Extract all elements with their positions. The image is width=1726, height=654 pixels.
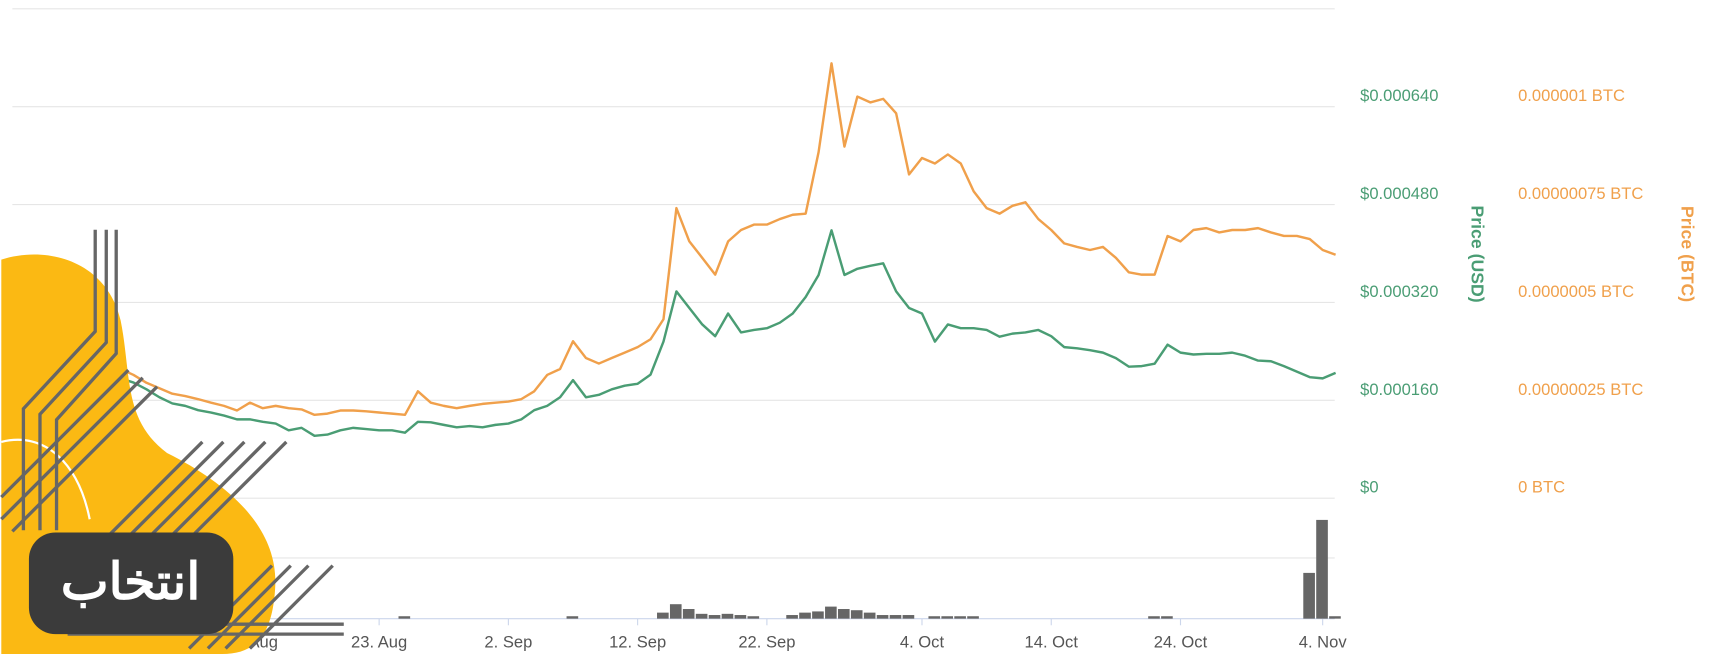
volume-bar xyxy=(695,613,708,619)
volume-bar xyxy=(825,606,837,619)
x-tick-label: 12. Sep xyxy=(609,632,666,651)
logo-text: انتخاب xyxy=(61,553,201,610)
volume-bar xyxy=(669,604,682,619)
x-tick-label: 4. Oct xyxy=(900,632,945,651)
y2-tick-label: 0.00000025 BTC xyxy=(1518,380,1643,399)
y-tick-label: $0.000480 xyxy=(1360,184,1438,203)
volume-bar xyxy=(1148,616,1160,619)
y2-tick-label: 0 BTC xyxy=(1518,478,1565,497)
y-tick-label: $0.000320 xyxy=(1360,282,1438,301)
x-tick-label: 2. Sep xyxy=(484,632,532,651)
volume-bar xyxy=(967,616,979,619)
y-axis-title: Price (USD) xyxy=(1467,206,1487,303)
volume-bar xyxy=(657,612,669,619)
volume-bar xyxy=(747,616,760,619)
volume-bar xyxy=(799,612,811,619)
price-line xyxy=(120,62,1337,417)
volume-bar xyxy=(850,610,863,619)
y2-tick-label: 0.0000005 BTC xyxy=(1518,282,1634,301)
volume-bar xyxy=(876,615,889,619)
price-line xyxy=(120,229,1337,438)
volume-bar xyxy=(721,613,734,619)
volume-bar xyxy=(837,609,850,619)
volume-bar xyxy=(1329,616,1341,619)
x-tick-label: 22. Sep xyxy=(738,632,795,651)
watermark-logo: انتخاب xyxy=(0,229,344,654)
volume-bar xyxy=(863,612,876,619)
volume-bar xyxy=(734,615,747,619)
volume-bar xyxy=(928,616,941,619)
y2-tick-label: 0.000001 BTC xyxy=(1518,86,1625,105)
y2-axis-title: Price (BTC) xyxy=(1677,206,1697,302)
x-tick-label: 4. Nov xyxy=(1299,632,1348,651)
volume-bar xyxy=(1303,572,1315,619)
volume-bar xyxy=(1161,616,1173,619)
x-tick-label: 14. Oct xyxy=(1025,632,1079,651)
volume-bar xyxy=(786,615,798,619)
y-tick-label: $0.000160 xyxy=(1360,380,1438,399)
volume-bar xyxy=(889,615,902,619)
volume-bar xyxy=(954,616,966,619)
volume-bar xyxy=(941,616,954,619)
volume-bar xyxy=(902,615,915,619)
y2-tick-label: 0.00000075 BTC xyxy=(1518,184,1643,203)
volume-bar xyxy=(398,616,411,619)
y-tick-label: $0 xyxy=(1360,478,1378,497)
x-tick-label: 24. Oct xyxy=(1154,632,1208,651)
volume-bar xyxy=(708,615,721,619)
logo-badge xyxy=(28,532,234,635)
volume-bar xyxy=(566,616,579,619)
volume-bar xyxy=(1316,519,1328,619)
x-tick-label: 23. Aug xyxy=(351,632,407,651)
volume-bar xyxy=(812,611,824,619)
volume-bar xyxy=(682,609,695,619)
y-tick-label: $0.000640 xyxy=(1360,86,1438,105)
